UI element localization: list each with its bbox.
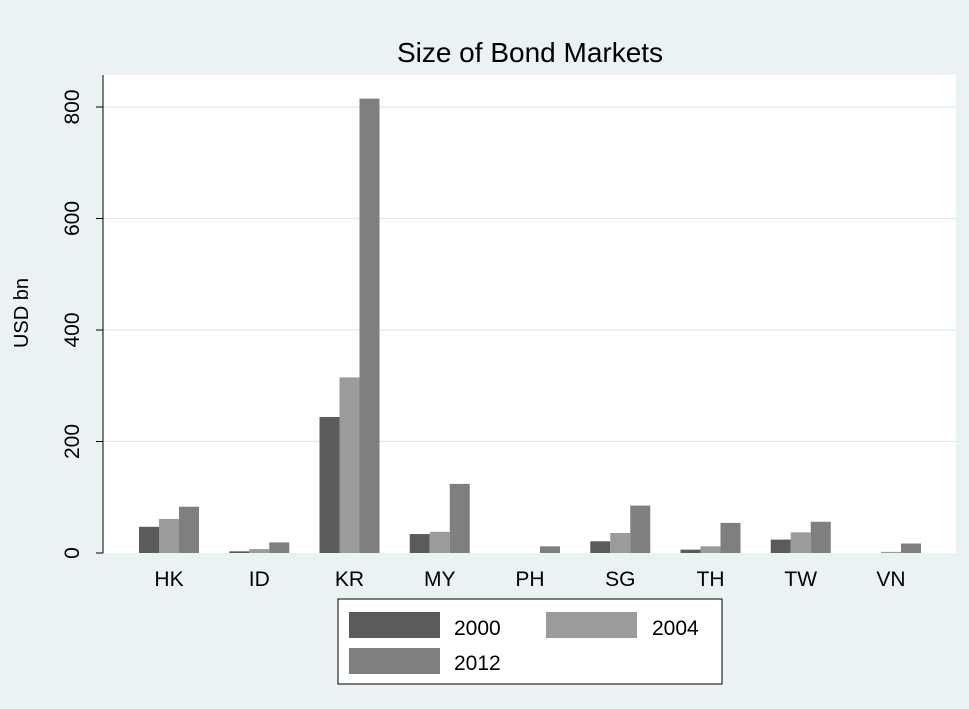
bar-tw-2000 (770, 539, 791, 553)
y-tick-label: 0 (61, 547, 84, 559)
bar-hk-2000 (139, 526, 159, 553)
legend-swatch-2004 (546, 612, 637, 638)
legend-swatch-2012 (349, 648, 440, 674)
bar-id-2012 (269, 542, 290, 553)
legend-label-2012: 2012 (454, 652, 501, 675)
bar-id-2004 (249, 549, 270, 553)
bar-my-2004 (429, 531, 450, 553)
y-tick-label: 200 (61, 424, 84, 459)
x-tick-label: VN (876, 568, 905, 591)
y-axis-title: USD bn (11, 278, 33, 348)
x-tick-label: PH (515, 568, 544, 591)
bar-th-2000 (680, 549, 701, 553)
bar-kr-2004 (339, 377, 360, 553)
x-tick-label: MY (424, 568, 456, 591)
x-tick-label: SG (605, 568, 635, 591)
bars-layer (139, 98, 921, 553)
legend: 2000 2004 2012 (337, 598, 723, 685)
bar-kr-2000 (319, 416, 340, 553)
bar-th-2004 (700, 546, 721, 553)
legend-label-2004: 2004 (652, 617, 699, 640)
y-tick-label: 600 (61, 201, 84, 236)
bar-hk-2004 (159, 518, 179, 553)
x-tick-label: KR (335, 568, 364, 591)
bar-th-2012 (720, 522, 741, 553)
bar-sg-2012 (630, 505, 651, 553)
bar-sg-2000 (590, 541, 611, 553)
y-tick-label: 800 (61, 89, 84, 124)
x-tick-label: TH (697, 568, 725, 591)
x-tick-label: TW (784, 568, 817, 591)
bar-kr-2012 (359, 98, 380, 553)
bar-tw-2012 (810, 521, 831, 553)
x-tick-label: ID (249, 568, 270, 591)
legend-label-2000: 2000 (454, 617, 501, 640)
bar-my-2000 (409, 534, 430, 553)
bar-my-2012 (449, 483, 470, 553)
bar-tw-2004 (790, 532, 811, 553)
bar-vn-2012 (901, 543, 921, 553)
bar-hk-2012 (179, 506, 199, 553)
bar-id-2000 (229, 551, 250, 553)
bar-sg-2004 (610, 532, 631, 553)
legend-swatch-2000 (349, 612, 440, 638)
y-tick-label: 400 (61, 312, 84, 347)
grid-layer (103, 106, 956, 443)
axis-layer: 0 200 400 600 800 HK ID KR MY PH SG TH TW VN (61, 75, 906, 591)
bar-ph-2012 (540, 546, 560, 553)
chart-title: Size of Bond Markets (397, 37, 663, 68)
plot-area (103, 75, 956, 553)
x-tick-label: HK (154, 568, 183, 591)
bar-vn-2004 (881, 551, 901, 553)
